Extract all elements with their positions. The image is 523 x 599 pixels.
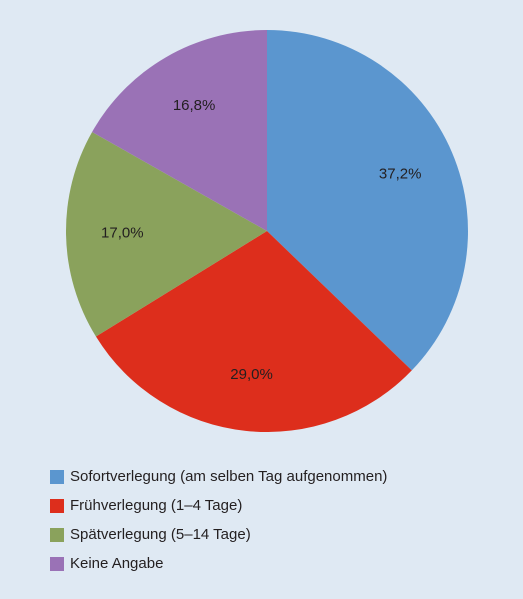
data-label: 17,0% — [101, 225, 144, 242]
pie-slice — [95, 231, 412, 432]
pie-slice — [267, 30, 468, 371]
legend-swatch — [50, 470, 64, 484]
data-label: 29,0% — [230, 366, 273, 383]
legend-swatch — [50, 557, 64, 571]
pie-slice — [66, 131, 267, 337]
data-label: 16,8% — [173, 97, 216, 114]
legend-label: Spätverlegung (5–14 Tage) — [70, 526, 251, 543]
legend-label: Sofortverlegung (am selben Tag aufgenomm… — [70, 468, 387, 485]
data-label: 37,2% — [379, 165, 422, 182]
legend-label: Keine Angabe — [70, 555, 163, 572]
legend-swatch — [50, 528, 64, 542]
pie-slice — [92, 30, 267, 231]
legend-label: Frühverlegung (1–4 Tage) — [70, 497, 242, 514]
legend-swatch — [50, 499, 64, 513]
